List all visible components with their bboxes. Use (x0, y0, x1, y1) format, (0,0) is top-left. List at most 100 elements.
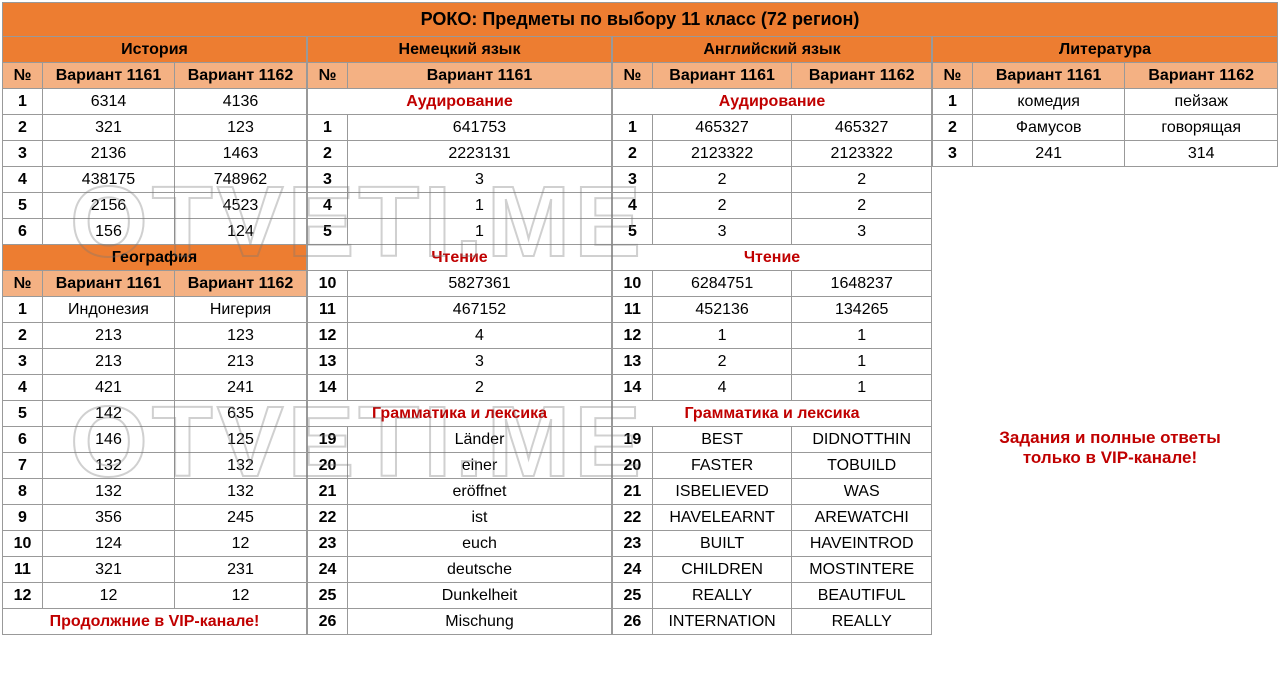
cell-v1161: BEST (652, 427, 792, 453)
cell-v1162: 2 (792, 193, 932, 219)
row-num: 2 (3, 115, 43, 141)
cell-v1162: Нигерия (175, 297, 307, 323)
cell-v1162: 241 (175, 375, 307, 401)
row-num: 24 (308, 557, 348, 583)
table-row: 51 (308, 219, 612, 245)
cell-v1161: 4 (348, 323, 612, 349)
english-table: Английский язык № Вариант 1161 Вариант 1… (612, 36, 932, 635)
col-v1161: Вариант 1161 (43, 271, 175, 297)
table-row: 6146125 (3, 427, 307, 453)
row-num: 25 (613, 583, 653, 609)
cell-v1161: 2123322 (652, 141, 792, 167)
subject-english: Английский язык (613, 37, 932, 63)
col-v1161: Вариант 1161 (348, 63, 612, 89)
table-row: 20FASTERTOBUILD (613, 453, 932, 479)
cell-v1162: 134265 (792, 297, 932, 323)
row-num: 1 (613, 115, 653, 141)
cell-v1162: 3 (792, 219, 932, 245)
subject-geography: География (3, 245, 307, 271)
table-row: 321361463 (3, 141, 307, 167)
title-table: РОКО: Предметы по выбору 11 класс (72 ре… (2, 2, 1278, 37)
cell-v1161: 2156 (43, 193, 175, 219)
cell-v1161: 2 (652, 167, 792, 193)
cell-v1162: 748962 (175, 167, 307, 193)
cell-v1162: 132 (175, 453, 307, 479)
table-row: 9356245 (3, 505, 307, 531)
cell-v1161: ist (348, 505, 612, 531)
section-grammar: Грамматика и лексика (613, 401, 932, 427)
cell-v1162: WAS (792, 479, 932, 505)
cell-v1161: einer (348, 453, 612, 479)
cell-v1161: 1 (652, 323, 792, 349)
cell-v1161: 438175 (43, 167, 175, 193)
document-root: РОКО: Предметы по выбору 11 класс (72 ре… (0, 0, 1280, 693)
table-row: 21eröffnet (308, 479, 612, 505)
cell-v1161: Dunkelheit (348, 583, 612, 609)
row-num: 5 (308, 219, 348, 245)
table-row: 25Dunkelheit (308, 583, 612, 609)
table-row: 322 (613, 167, 932, 193)
vip-note-2: Задания и полные ответы только в VIP-кан… (960, 428, 1260, 468)
cell-v1162: 314 (1125, 141, 1278, 167)
row-num: 24 (613, 557, 653, 583)
cell-v1162: 4136 (175, 89, 307, 115)
table-row: 422 (613, 193, 932, 219)
cell-v1162: 132 (175, 479, 307, 505)
cell-v1161: Länder (348, 427, 612, 453)
table-row: 7132132 (3, 453, 307, 479)
table-row: 8132132 (3, 479, 307, 505)
cell-v1162: DIDNOTTHIN (792, 427, 932, 453)
cell-v1161: 6284751 (652, 271, 792, 297)
cell-v1161: 2 (652, 193, 792, 219)
table-row: 22HAVELEARNTAREWATCHI (613, 505, 932, 531)
cell-v1162: MOSTINTERE (792, 557, 932, 583)
col-v1162: Вариант 1162 (175, 271, 307, 297)
row-num: 4 (3, 375, 43, 401)
table-row: 121212 (3, 583, 307, 609)
col-num: № (613, 63, 653, 89)
table-row: 1321 (613, 349, 932, 375)
cell-v1161: Mischung (348, 609, 612, 635)
main-title: РОКО: Предметы по выбору 11 класс (72 ре… (3, 3, 1278, 37)
cell-v1161: 4 (652, 375, 792, 401)
row-num: 21 (308, 479, 348, 505)
row-num: 2 (3, 323, 43, 349)
cell-v1161: CHILDREN (652, 557, 792, 583)
cell-v1161: 421 (43, 375, 175, 401)
row-num: 19 (308, 427, 348, 453)
cell-v1161: 452136 (652, 297, 792, 323)
cell-v1161: 146 (43, 427, 175, 453)
col-num: № (308, 63, 348, 89)
row-num: 12 (308, 323, 348, 349)
col-v1161: Вариант 1161 (43, 63, 175, 89)
section-listening: Аудирование (308, 89, 612, 115)
vip-note-1: Продолжние в VIP-канале! (3, 609, 307, 635)
cell-v1161: 132 (43, 453, 175, 479)
cell-v1161: комедия (972, 89, 1124, 115)
row-num: 4 (3, 167, 43, 193)
row-num: 21 (613, 479, 653, 505)
cell-v1161: eröffnet (348, 479, 612, 505)
cell-v1161: 2 (652, 349, 792, 375)
section-reading: Чтение (308, 245, 612, 271)
row-num: 10 (308, 271, 348, 297)
row-num: 10 (3, 531, 43, 557)
cell-v1161: 3 (652, 219, 792, 245)
row-num: 7 (3, 453, 43, 479)
table-row: 3241314 (933, 141, 1278, 167)
col-v1162: Вариант 1162 (792, 63, 932, 89)
section-reading: Чтение (613, 245, 932, 271)
table-row: 3213213 (3, 349, 307, 375)
section-grammar: Грамматика и лексика (308, 401, 612, 427)
cell-v1161: 213 (43, 349, 175, 375)
cell-v1162: 12 (175, 583, 307, 609)
table-row: 24deutsche (308, 557, 612, 583)
table-row: 5142635 (3, 401, 307, 427)
cell-v1161: 321 (43, 115, 175, 141)
table-row: 124 (308, 323, 612, 349)
row-num: 11 (613, 297, 653, 323)
table-row: 2321123 (3, 115, 307, 141)
table-row: 1211 (613, 323, 932, 349)
table-row: 1441 (613, 375, 932, 401)
row-num: 4 (308, 193, 348, 219)
